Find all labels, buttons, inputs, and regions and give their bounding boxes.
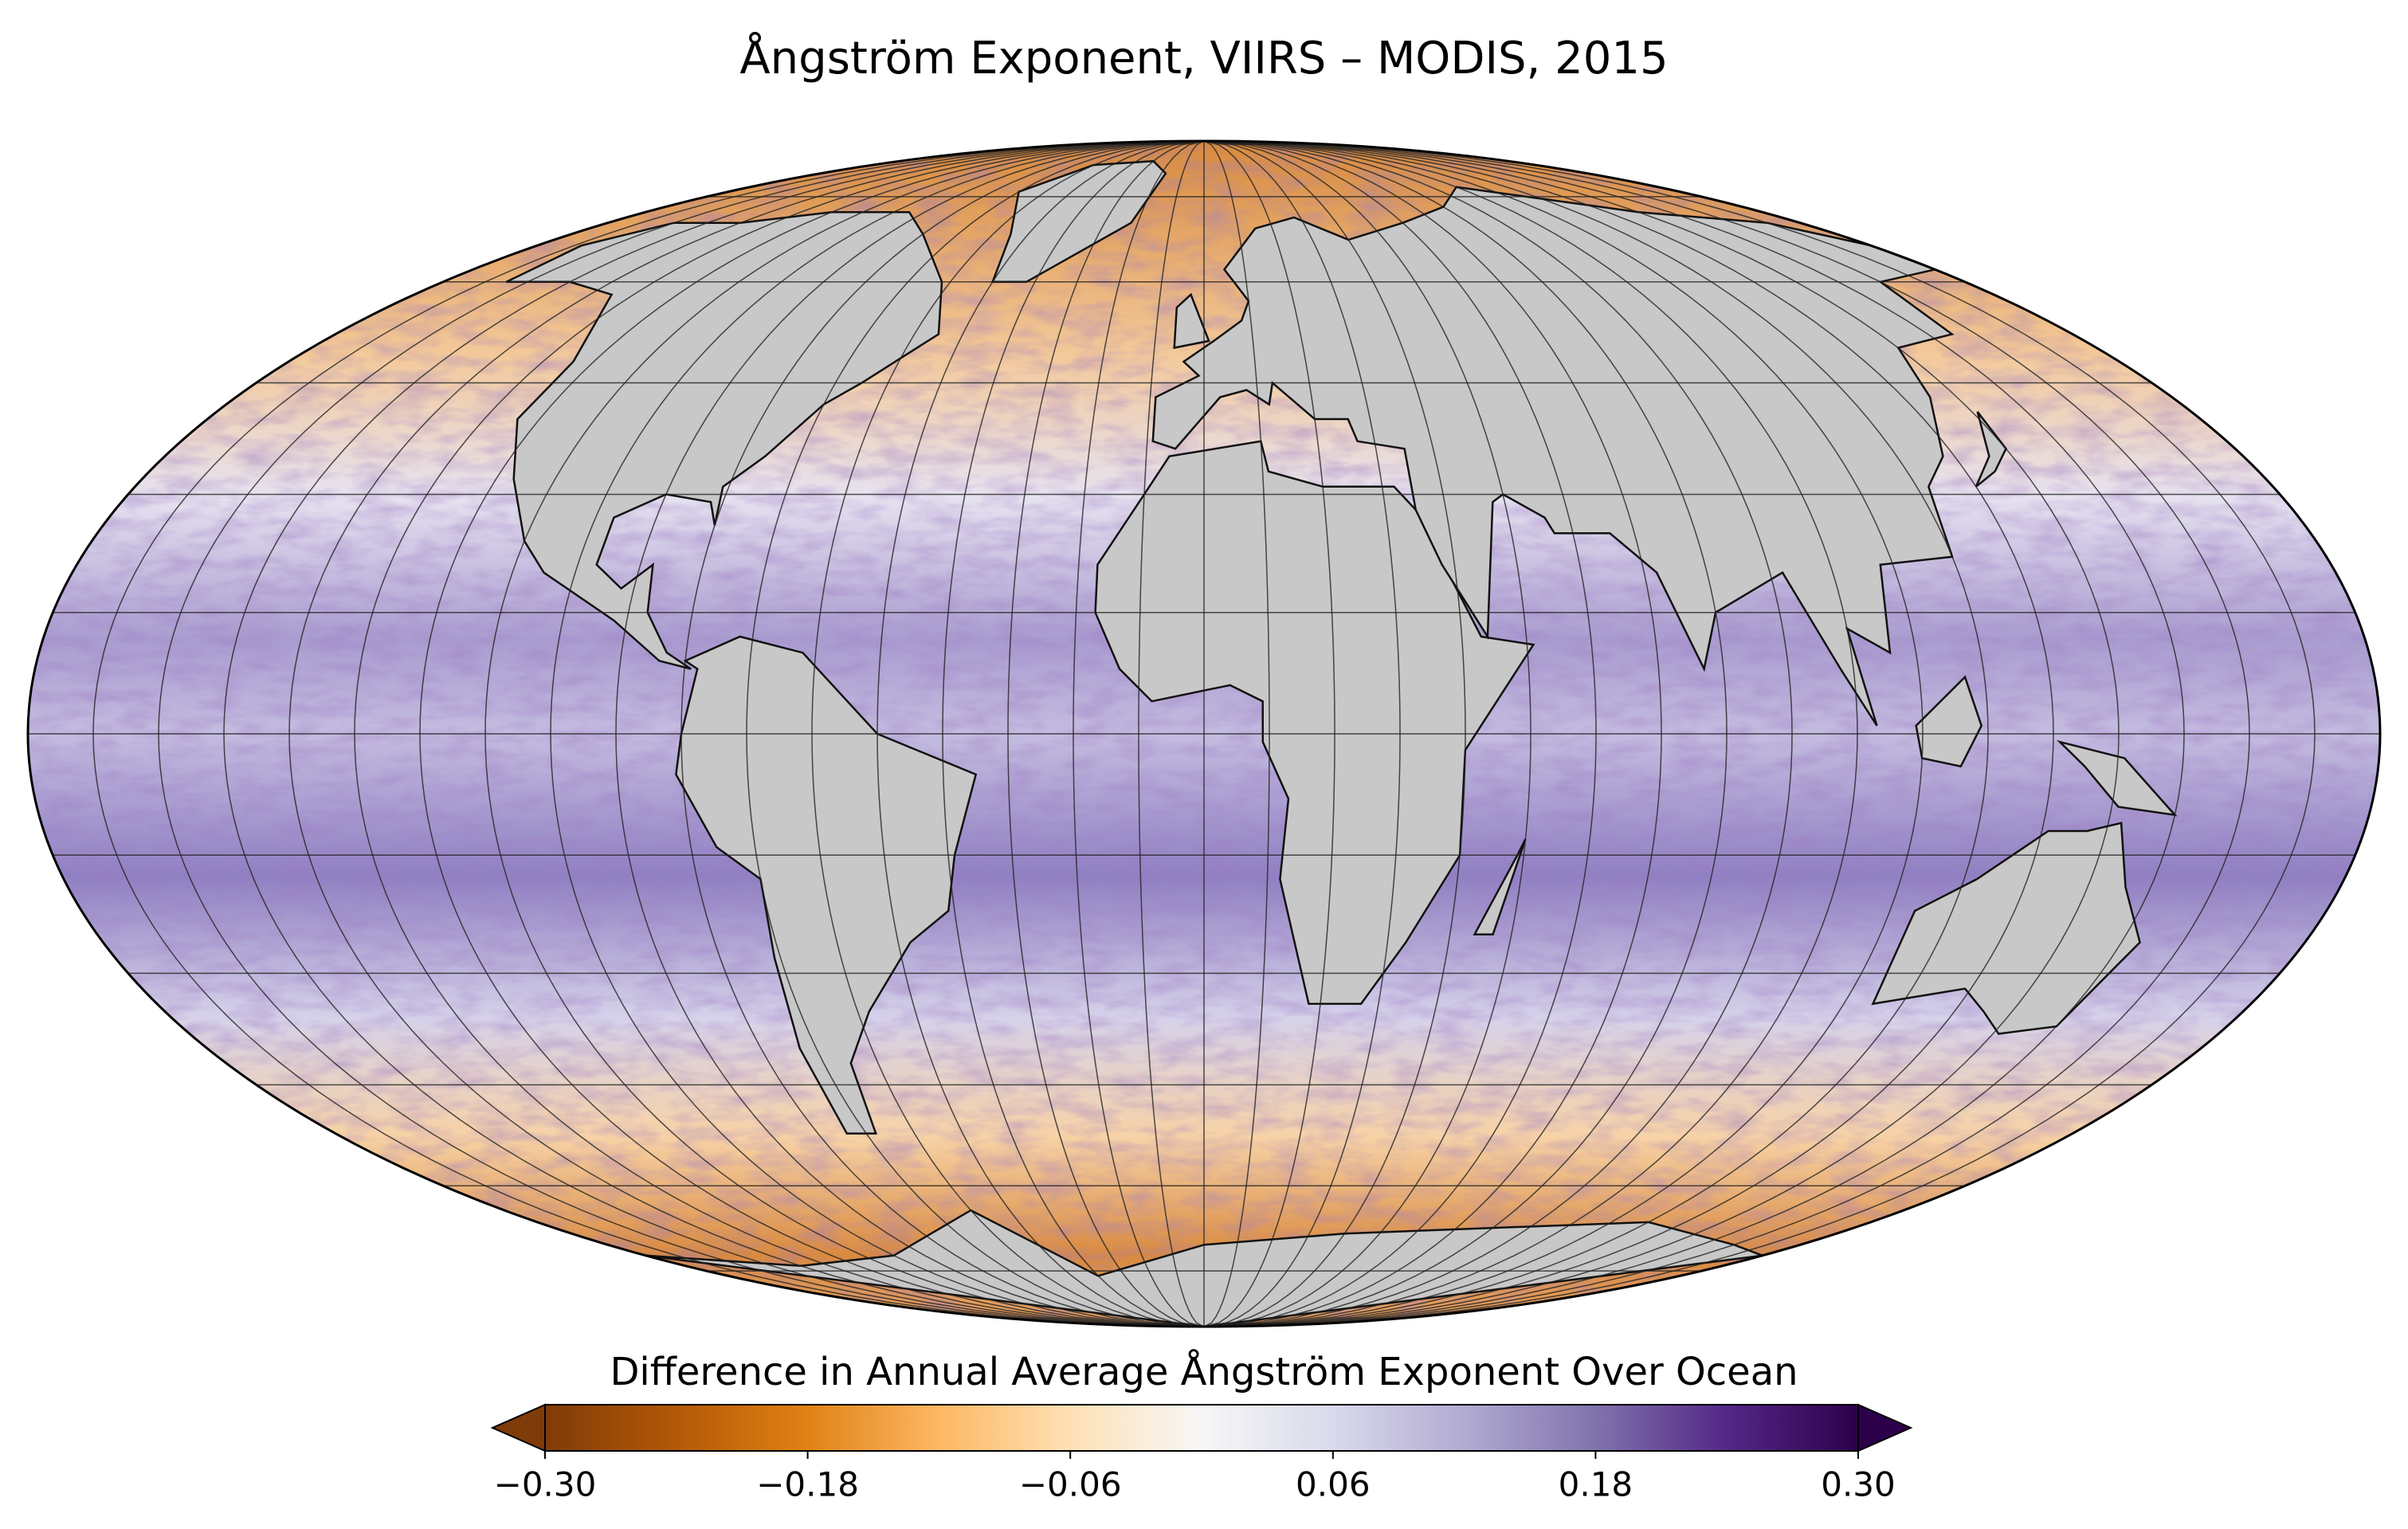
map-title: Ångström Exponent, VIIRS – MODIS, 2015 [739,32,1668,84]
landmass [675,635,978,1135]
colorbar-tick-label: −0.06 [1019,1465,1122,1504]
map-outline [26,139,2382,1328]
colorbar-scale [544,1404,1859,1452]
colorbar: −0.30 −0.18 −0.06 0.06 0.18 0.30 [490,1403,1913,1504]
graticule [28,141,2380,1327]
landmass [1173,292,1210,350]
landmass [505,210,943,670]
landmass [2056,739,2178,817]
colorbar-tick-label: −0.18 [756,1465,859,1504]
colorbar-label: Difference in Annual Average Ångström Ex… [610,1349,1798,1394]
colorbar-tick-label: 0.06 [1296,1465,1371,1504]
map-body [28,141,2380,1327]
landmass [1975,411,2007,488]
landmass [1915,675,1983,768]
colorbar-tick-label: −0.30 [494,1465,597,1504]
colorbar-tick-label: 0.30 [1821,1465,1896,1504]
colorbar-extend-low [490,1403,546,1453]
colorbar-extend-high [1857,1403,1913,1453]
land [505,159,2178,1327]
landmass [1151,186,1955,727]
landmass [1094,440,1535,1006]
colorbar-tick-label: 0.18 [1559,1465,1633,1504]
